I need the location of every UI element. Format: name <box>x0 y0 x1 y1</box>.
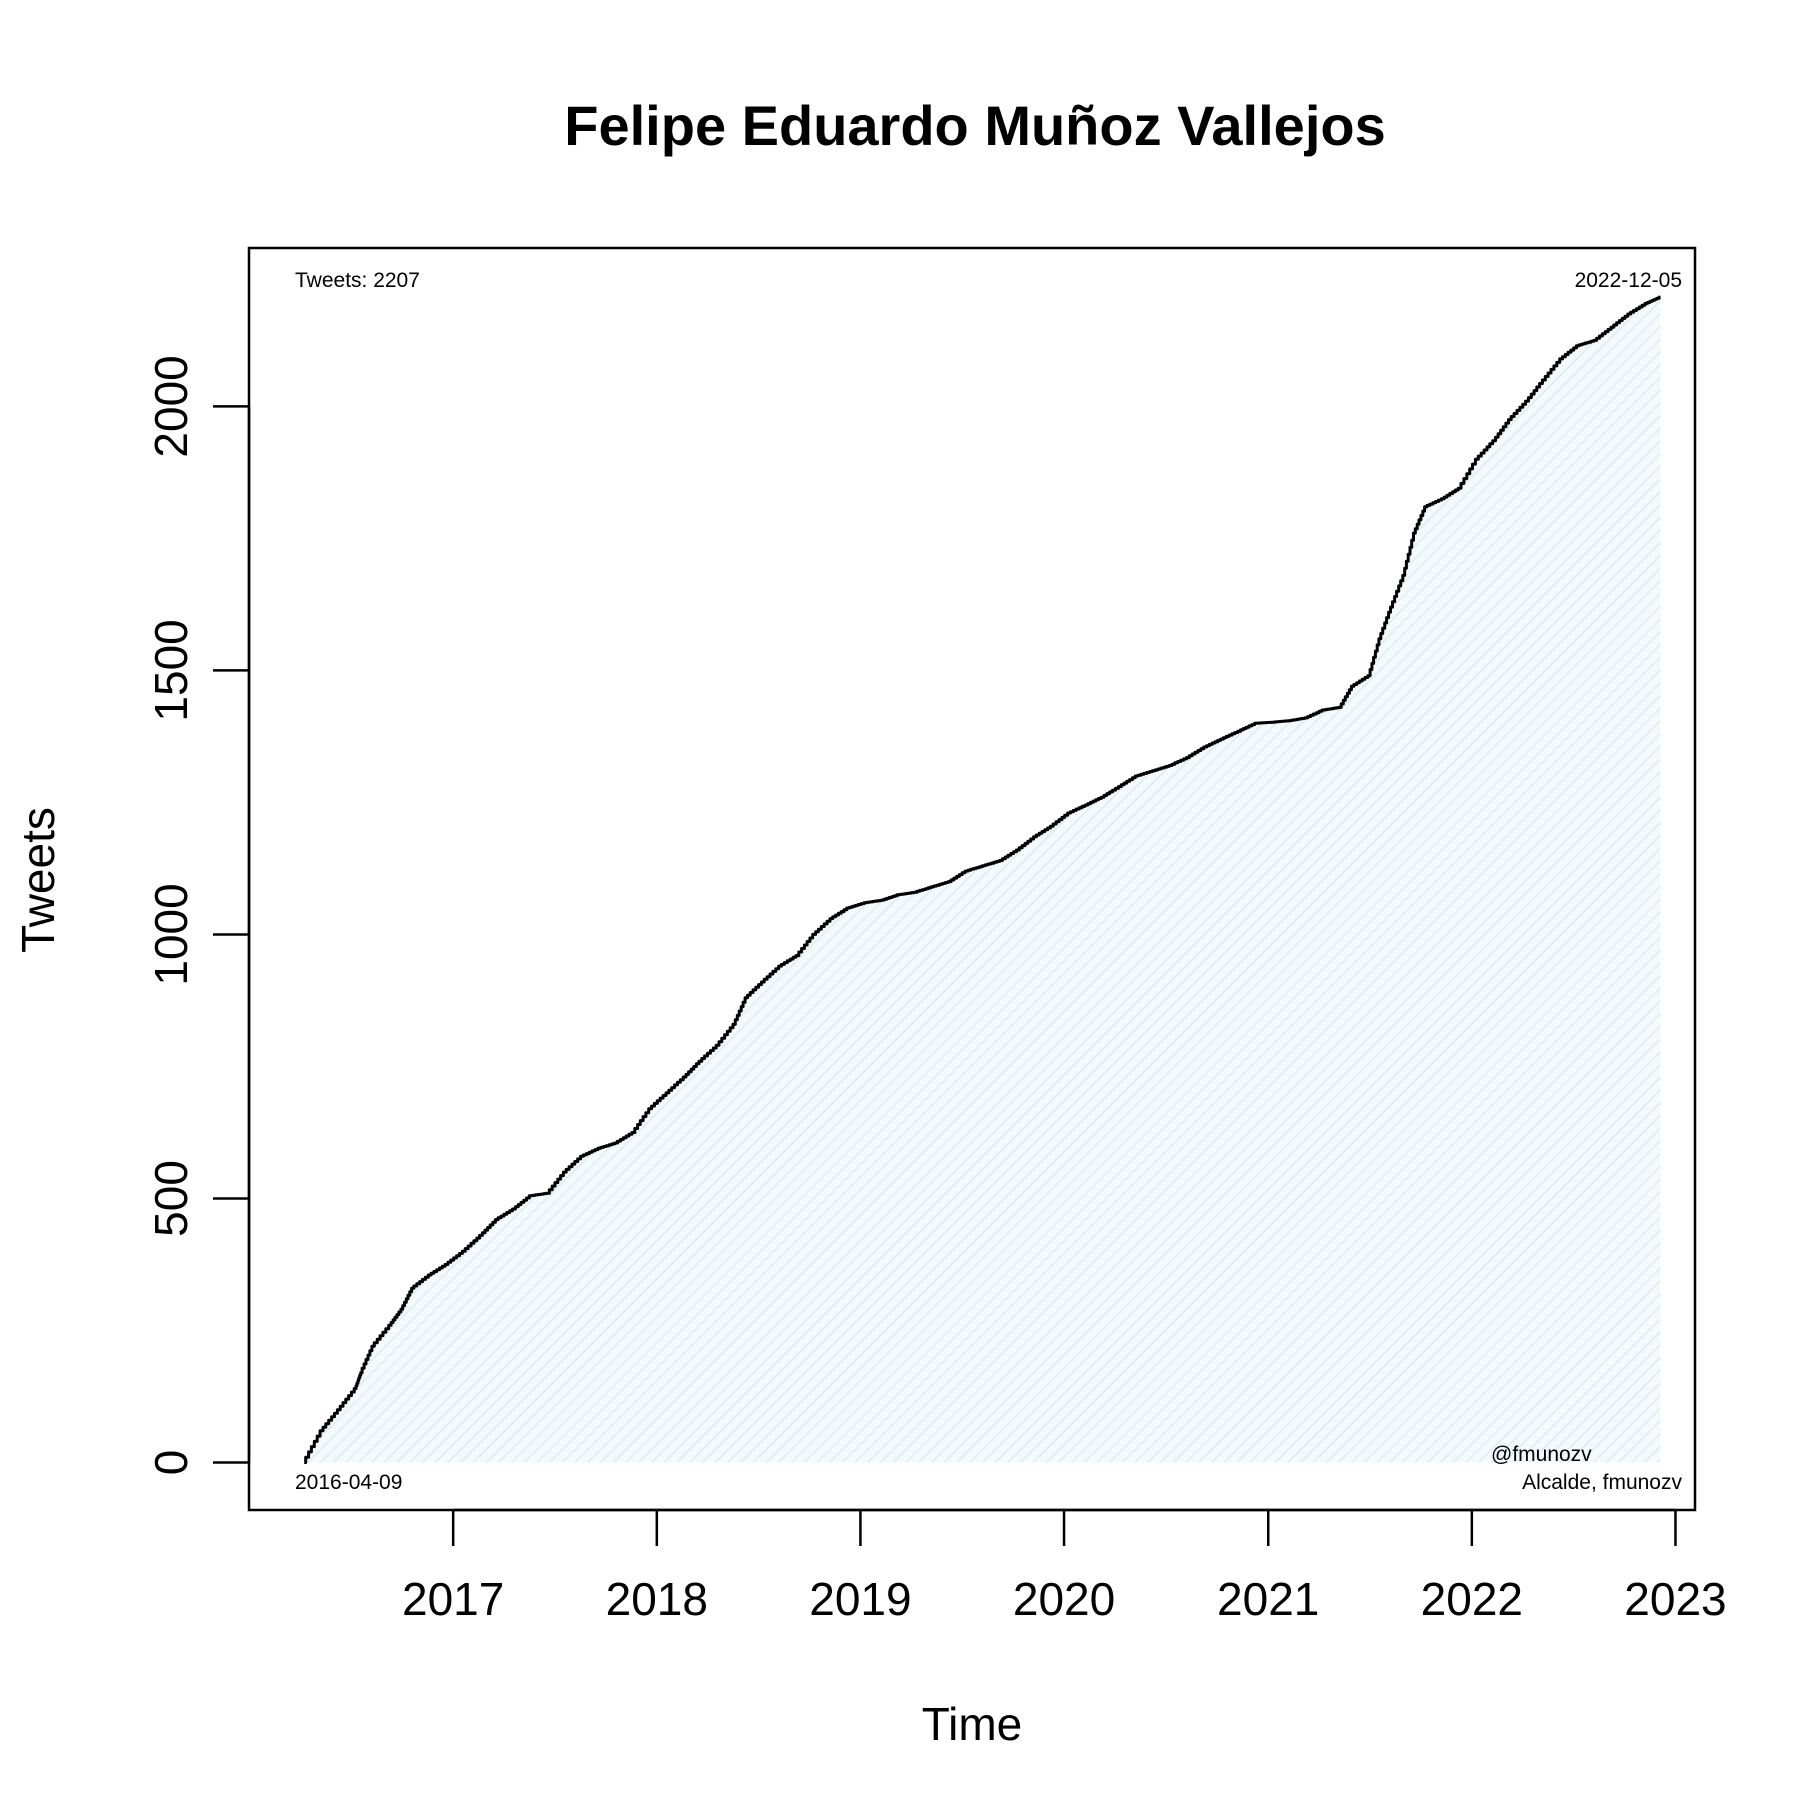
y-tick-label: 0 <box>145 1450 197 1476</box>
x-tick-label: 2017 <box>402 1573 504 1625</box>
start-date-annotation: 2016-04-09 <box>295 1471 402 1494</box>
x-tick-label: 2020 <box>1013 1573 1115 1625</box>
y-tick-label: 1000 <box>145 883 197 985</box>
x-tick-label: 2023 <box>1624 1573 1726 1625</box>
x-tick-label: 2018 <box>606 1573 708 1625</box>
y-tick-label: 500 <box>145 1160 197 1237</box>
end-date-annotation: 2022-12-05 <box>1575 269 1682 292</box>
total-tweets-annotation: Tweets: 2207 <box>295 269 420 292</box>
x-tick-label: 2022 <box>1421 1573 1523 1625</box>
x-tick-label: 2021 <box>1217 1573 1319 1625</box>
y-tick-label: 2000 <box>145 355 197 457</box>
x-axis: 2017 2018 2019 2020 2021 2022 2023 <box>402 1508 1727 1625</box>
y-tick-label: 1500 <box>145 619 197 721</box>
x-tick-label: 2019 <box>809 1573 911 1625</box>
handle-annotation: @fmunozv <box>1491 1443 1592 1466</box>
cumulative-area <box>304 297 1661 1463</box>
series-line <box>304 295 1661 1464</box>
y-axis-label: Tweets <box>12 807 64 953</box>
x-axis-label: Time <box>922 1698 1023 1750</box>
plot-area <box>304 295 1661 1464</box>
chart-title: Felipe Eduardo Muñoz Vallejos <box>564 94 1385 157</box>
description-annotation: Alcalde, fmunozv <box>1522 1471 1682 1494</box>
y-axis: 0 500 1000 1500 2000 <box>145 355 251 1476</box>
